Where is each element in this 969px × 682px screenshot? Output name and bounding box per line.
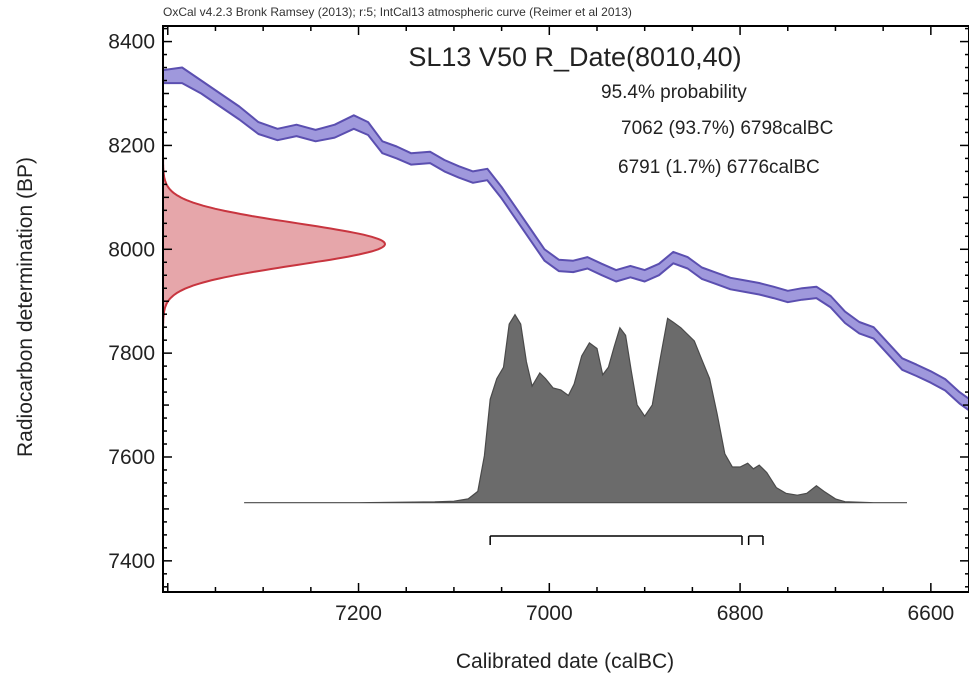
radiocarbon-date-distribution [163, 140, 387, 348]
y-tick-label: 8200 [108, 134, 155, 157]
y-tick-label: 7400 [108, 550, 155, 573]
range-label: 7062 (93.7%) 6798calBC [621, 118, 833, 139]
y-tick-label: 7600 [108, 446, 155, 469]
range-bar [747, 535, 764, 545]
range-bar [489, 535, 743, 545]
y-tick-label: 8000 [108, 238, 155, 261]
posterior-distribution [244, 313, 907, 504]
range-label: 6791 (1.7%) 6776calBC [618, 157, 820, 178]
header-note: OxCal v4.2.3 Bronk Ramsey (2013); r:5; I… [163, 5, 632, 19]
x-tick-label: 6600 [907, 602, 954, 625]
y-tick-label: 7800 [108, 342, 155, 365]
x-tick-label: 7200 [335, 602, 382, 625]
calibration-curve-band [163, 66, 969, 412]
x-tick-label: 6800 [717, 602, 764, 625]
axis-ticks [163, 26, 969, 592]
y-axis-title: Radiocarbon determination (BP) [14, 157, 37, 457]
x-axis-title: Calibrated date (calBC) [456, 650, 674, 673]
y-tick-label: 8400 [108, 31, 155, 54]
plot-frame [162, 25, 969, 593]
x-tick-label: 7000 [526, 602, 573, 625]
probability-label: 95.4% probability [601, 82, 747, 103]
chart-title: SL13 V50 R_Date(8010,40) [408, 42, 741, 72]
